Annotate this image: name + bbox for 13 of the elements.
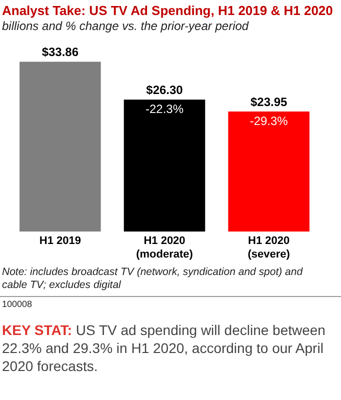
- data-label: $33.86: [42, 45, 79, 60]
- x-tick-label: H1 2020 (moderate): [136, 235, 194, 260]
- annotation: -29.3%: [250, 114, 288, 128]
- chart-subtitle: billions and % change vs. the prior-year period: [1, 18, 250, 34]
- data-label: $26.30: [146, 82, 184, 97]
- data-label: $23.95: [250, 94, 288, 109]
- text: KEY STAT:: [2, 322, 72, 338]
- annotation: -22.3%: [145, 102, 184, 116]
- text: 100008: [0, 296, 341, 311]
- text: Note: includes broadcast TV (network, syndication and spot) and cable TV; excludes digital: [1, 265, 304, 292]
- x-tick-label: H1 2019: [39, 235, 81, 248]
- chart-title: Analyst Take: US TV Ad Spending, H1 2019 & H1 2020: [1, 2, 334, 18]
- x-tick-label: H1 2020 (severe): [248, 235, 290, 260]
